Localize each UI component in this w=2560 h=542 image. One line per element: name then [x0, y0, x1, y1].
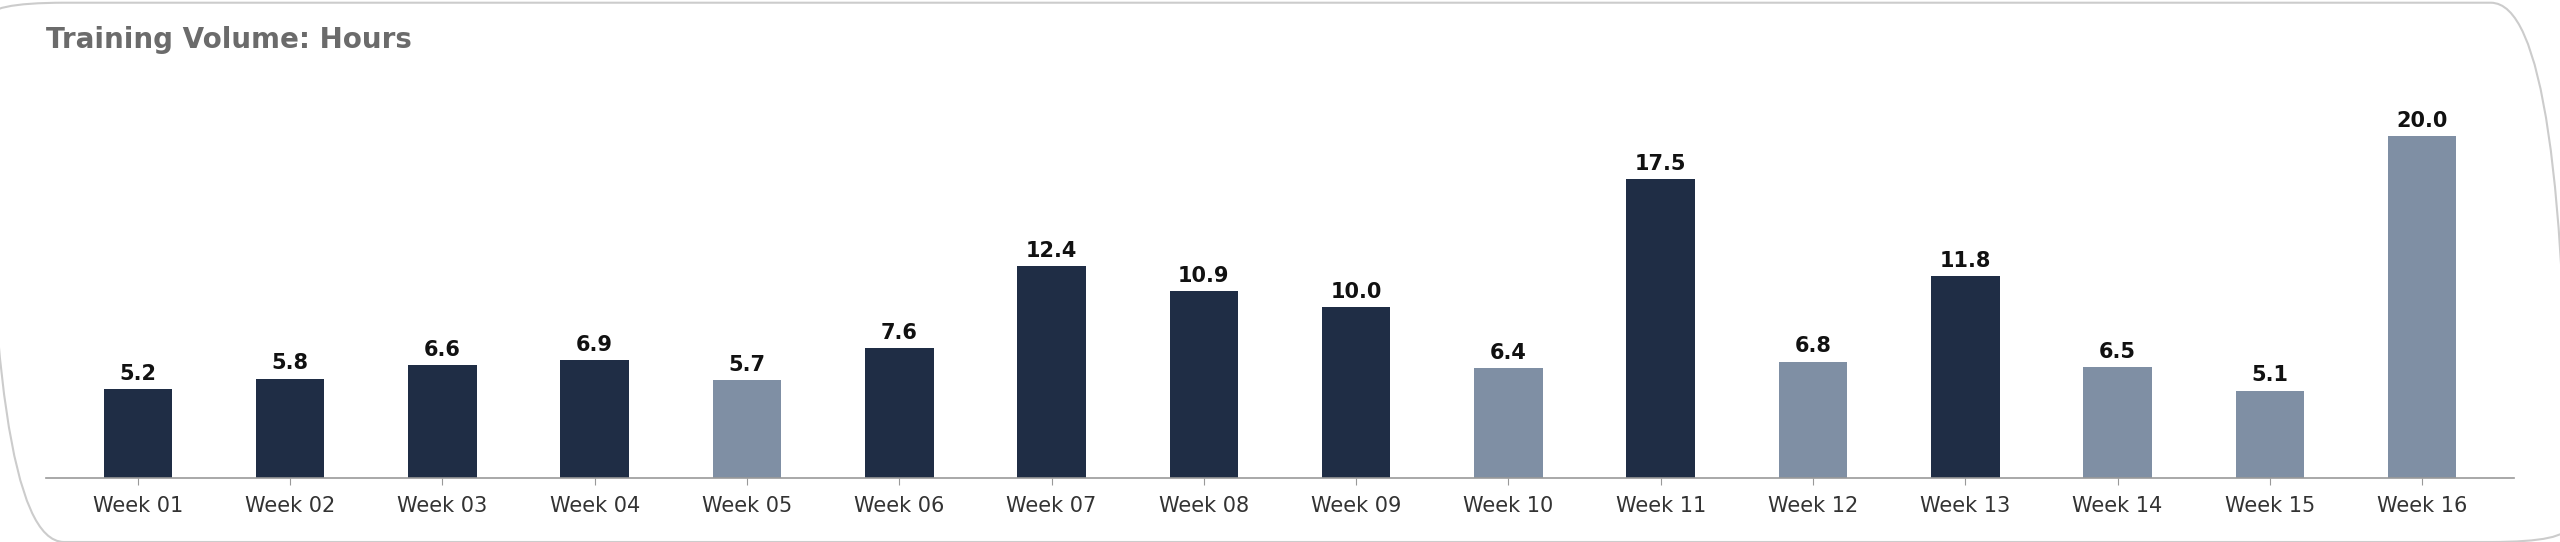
Bar	[561, 360, 630, 478]
Text: 6.6: 6.6	[425, 340, 461, 360]
Text: 5.7: 5.7	[730, 355, 765, 375]
Bar	[256, 379, 325, 478]
Text: 12.4: 12.4	[1027, 241, 1078, 261]
Bar	[1779, 362, 1848, 478]
Text: 6.5: 6.5	[2099, 341, 2135, 362]
Text: 17.5: 17.5	[1636, 153, 1687, 173]
Bar	[2388, 136, 2458, 478]
Text: 5.2: 5.2	[120, 364, 156, 384]
Bar	[2235, 391, 2304, 478]
Bar	[1930, 276, 1999, 478]
Text: 6.4: 6.4	[1490, 343, 1526, 363]
Bar	[1170, 292, 1239, 478]
Bar	[1626, 179, 1695, 478]
Bar	[407, 365, 476, 478]
Text: 5.8: 5.8	[271, 353, 310, 373]
Text: 11.8: 11.8	[1940, 251, 1992, 271]
Text: 10.9: 10.9	[1178, 266, 1229, 286]
Bar	[1321, 307, 1390, 478]
Bar	[1016, 266, 1085, 478]
Text: 5.1: 5.1	[2250, 365, 2289, 385]
Text: 6.8: 6.8	[1795, 337, 1830, 357]
Bar	[2084, 366, 2153, 478]
Text: 7.6: 7.6	[881, 322, 916, 343]
Bar	[1475, 369, 1544, 478]
Bar	[102, 389, 172, 478]
Bar	[712, 380, 781, 478]
Text: 10.0: 10.0	[1331, 282, 1382, 302]
Text: 6.9: 6.9	[576, 335, 614, 354]
Text: Training Volume: Hours: Training Volume: Hours	[46, 26, 412, 54]
Text: 20.0: 20.0	[2396, 111, 2447, 131]
Bar	[865, 348, 934, 478]
